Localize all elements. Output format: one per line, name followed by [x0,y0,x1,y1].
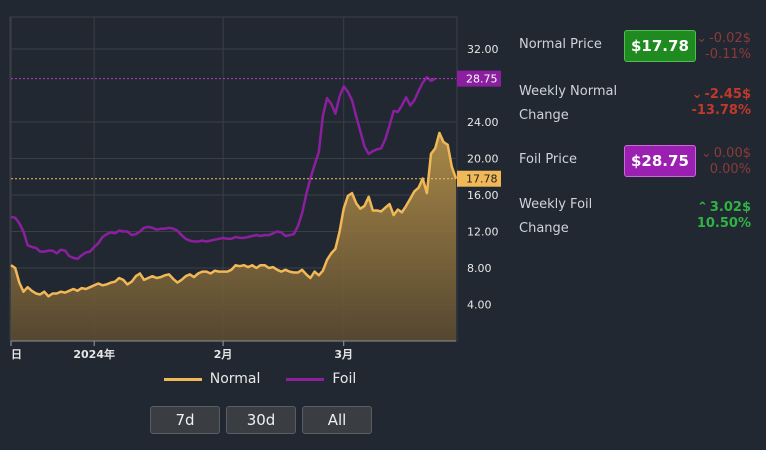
normal-delta-pct: -0.11% [705,47,751,62]
weekly-foil-row: Weekly Foil Change ⌃ 3.02$ 10.50% [519,193,759,243]
range-selector: 7d 30d All [150,406,372,434]
range-7d-button[interactable]: 7d [150,406,220,434]
y-tick-label: 4.00 [467,298,492,311]
weekly-foil-label-2: Change [519,221,569,236]
weekly-foil-pct: 10.50% [696,216,751,231]
legend-swatch-normal [163,377,202,381]
x-tick-label: 2月 [214,348,233,361]
legend-label-foil: Foil [332,371,357,387]
y-axis: 4.00 8.00 12.00 16.00 20.00 24.00 32.00 [467,43,499,312]
weekly-normal-row: Weekly Normal Change ⌄ -2.45$ -13.78% [519,80,759,130]
foil-price-row: Foil Price $28.75 ⌄ 0.00$ 0.00% [519,145,759,185]
current-label-foil: 28.75 [466,73,498,86]
weekly-foil-delta: ⌃ 3.02$ 10.50% [697,200,751,232]
current-label-bg-normal [457,170,501,187]
weekly-normal-delta: ⌄ -2.45$ -13.78% [691,87,751,119]
normal-price-badge: $17.78 [624,30,696,62]
weekly-foil-label-1: Weekly Foil [519,197,593,212]
foil-delta: ⌄ 0.00$ 0.00% [701,146,751,178]
weekly-normal-pct: -13.78% [691,103,751,118]
x-axis: 日 2024年 2月 3月 [10,340,456,361]
y-tick-label: 8.00 [467,262,492,275]
current-label-normal: 17.78 [466,173,498,186]
weekly-normal-label-2: Change [519,108,569,123]
x-tick-label: 3月 [334,348,353,361]
weekly-foil-abs: 3.02$ [709,200,751,215]
legend-item-foil[interactable]: Foil [286,371,356,387]
legend-label-normal: Normal [209,371,261,387]
foil-price-label: Foil Price [519,152,578,167]
normal-area [11,132,456,341]
weekly-normal-abs: -2.45$ [704,87,751,102]
series-line-normal[interactable] [10,131,458,298]
y-tick-label: 32.00 [467,43,499,56]
normal-delta-abs: -0.02$ [709,31,751,46]
series-layer [10,75,458,341]
chevron-down-icon: ⌄ [691,87,703,102]
chevron-down-icon: ⌄ [696,31,708,46]
foil-delta-abs: 0.00$ [713,146,751,161]
foil-price-badge: $28.75 [624,145,696,177]
current-label-bg-foil [457,70,501,87]
price-chart[interactable]: 4.00 8.00 12.00 16.00 20.00 24.00 32.00 日 2024年… [0,0,520,370]
current-value-labels: 28.75 17.78 [457,70,501,187]
legend-item-normal[interactable]: Normal [163,371,261,387]
series-line-foil[interactable] [10,75,436,261]
x-tick-label: 2024年 [73,347,115,361]
range-all-button[interactable]: All [302,406,372,434]
chevron-down-icon: ⌄ [700,146,712,161]
normal-price-label: Normal Price [519,37,602,52]
y-tick-label: 20.00 [467,152,499,165]
range-30d-button[interactable]: 30d [226,406,296,434]
chevron-up-icon: ⌃ [696,200,708,215]
normal-delta: ⌄ -0.02$ -0.11% [696,31,751,63]
y-tick-label: 24.00 [467,116,499,129]
weekly-normal-label-1: Weekly Normal [519,84,618,99]
legend: Normal Foil [0,371,520,387]
x-tick-label: 日 [11,348,22,361]
y-tick-label: 12.00 [467,225,499,238]
foil-delta-pct: 0.00% [709,162,751,177]
normal-price-row: Normal Price $17.78 ⌄ -0.02$ -0.11% [519,30,759,70]
legend-swatch-foil [286,377,325,381]
y-tick-label: 16.00 [467,189,499,202]
